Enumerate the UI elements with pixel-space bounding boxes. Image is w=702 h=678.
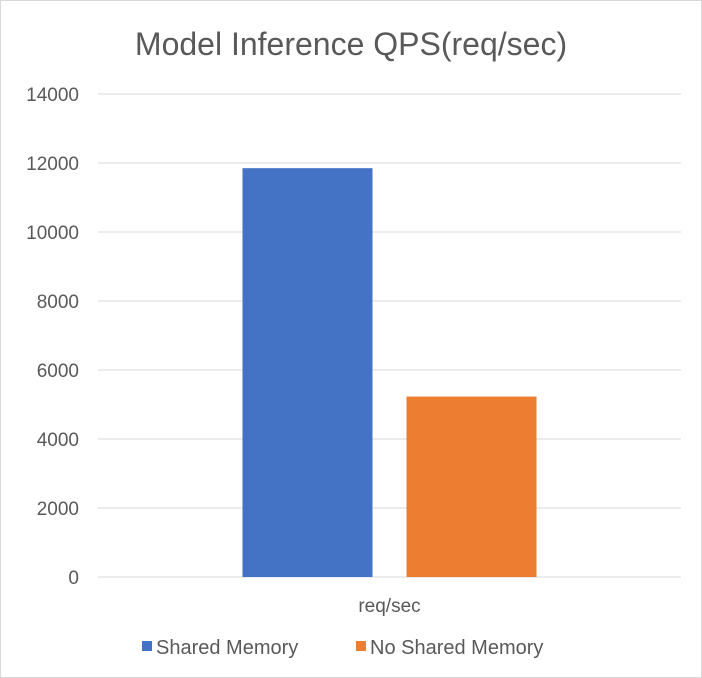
y-tick-label-14000: 14000	[26, 85, 79, 106]
x-axis-tick-labels: req/sec	[358, 596, 420, 617]
y-tick-label-12000: 12000	[26, 154, 79, 175]
legend: Shared Memory No Shared Memory	[142, 637, 543, 659]
chart-title: Model Inference QPS(req/sec)	[135, 26, 567, 62]
legend-swatch-no-shared-memory	[356, 641, 366, 651]
y-tick-label-2000: 2000	[37, 499, 79, 520]
legend-label-shared-memory: Shared Memory	[156, 637, 298, 659]
y-tick-label-0: 0	[68, 568, 79, 589]
legend-label-no-shared-memory: No Shared Memory	[370, 637, 543, 659]
y-tick-label-8000: 8000	[37, 292, 79, 313]
bar-shared-memory	[242, 168, 373, 578]
y-tick-label-10000: 10000	[26, 223, 79, 244]
bars	[242, 168, 537, 578]
y-axis-tick-labels: 0 2000 4000 6000 8000 10000 12000 14000	[26, 85, 79, 589]
legend-swatch-shared-memory	[142, 641, 152, 651]
y-tick-label-4000: 4000	[37, 430, 79, 451]
gridlines	[98, 93, 681, 578]
x-tick-label: req/sec	[358, 596, 420, 617]
bar-no-shared-memory	[406, 396, 537, 577]
y-tick-label-6000: 6000	[37, 361, 79, 382]
